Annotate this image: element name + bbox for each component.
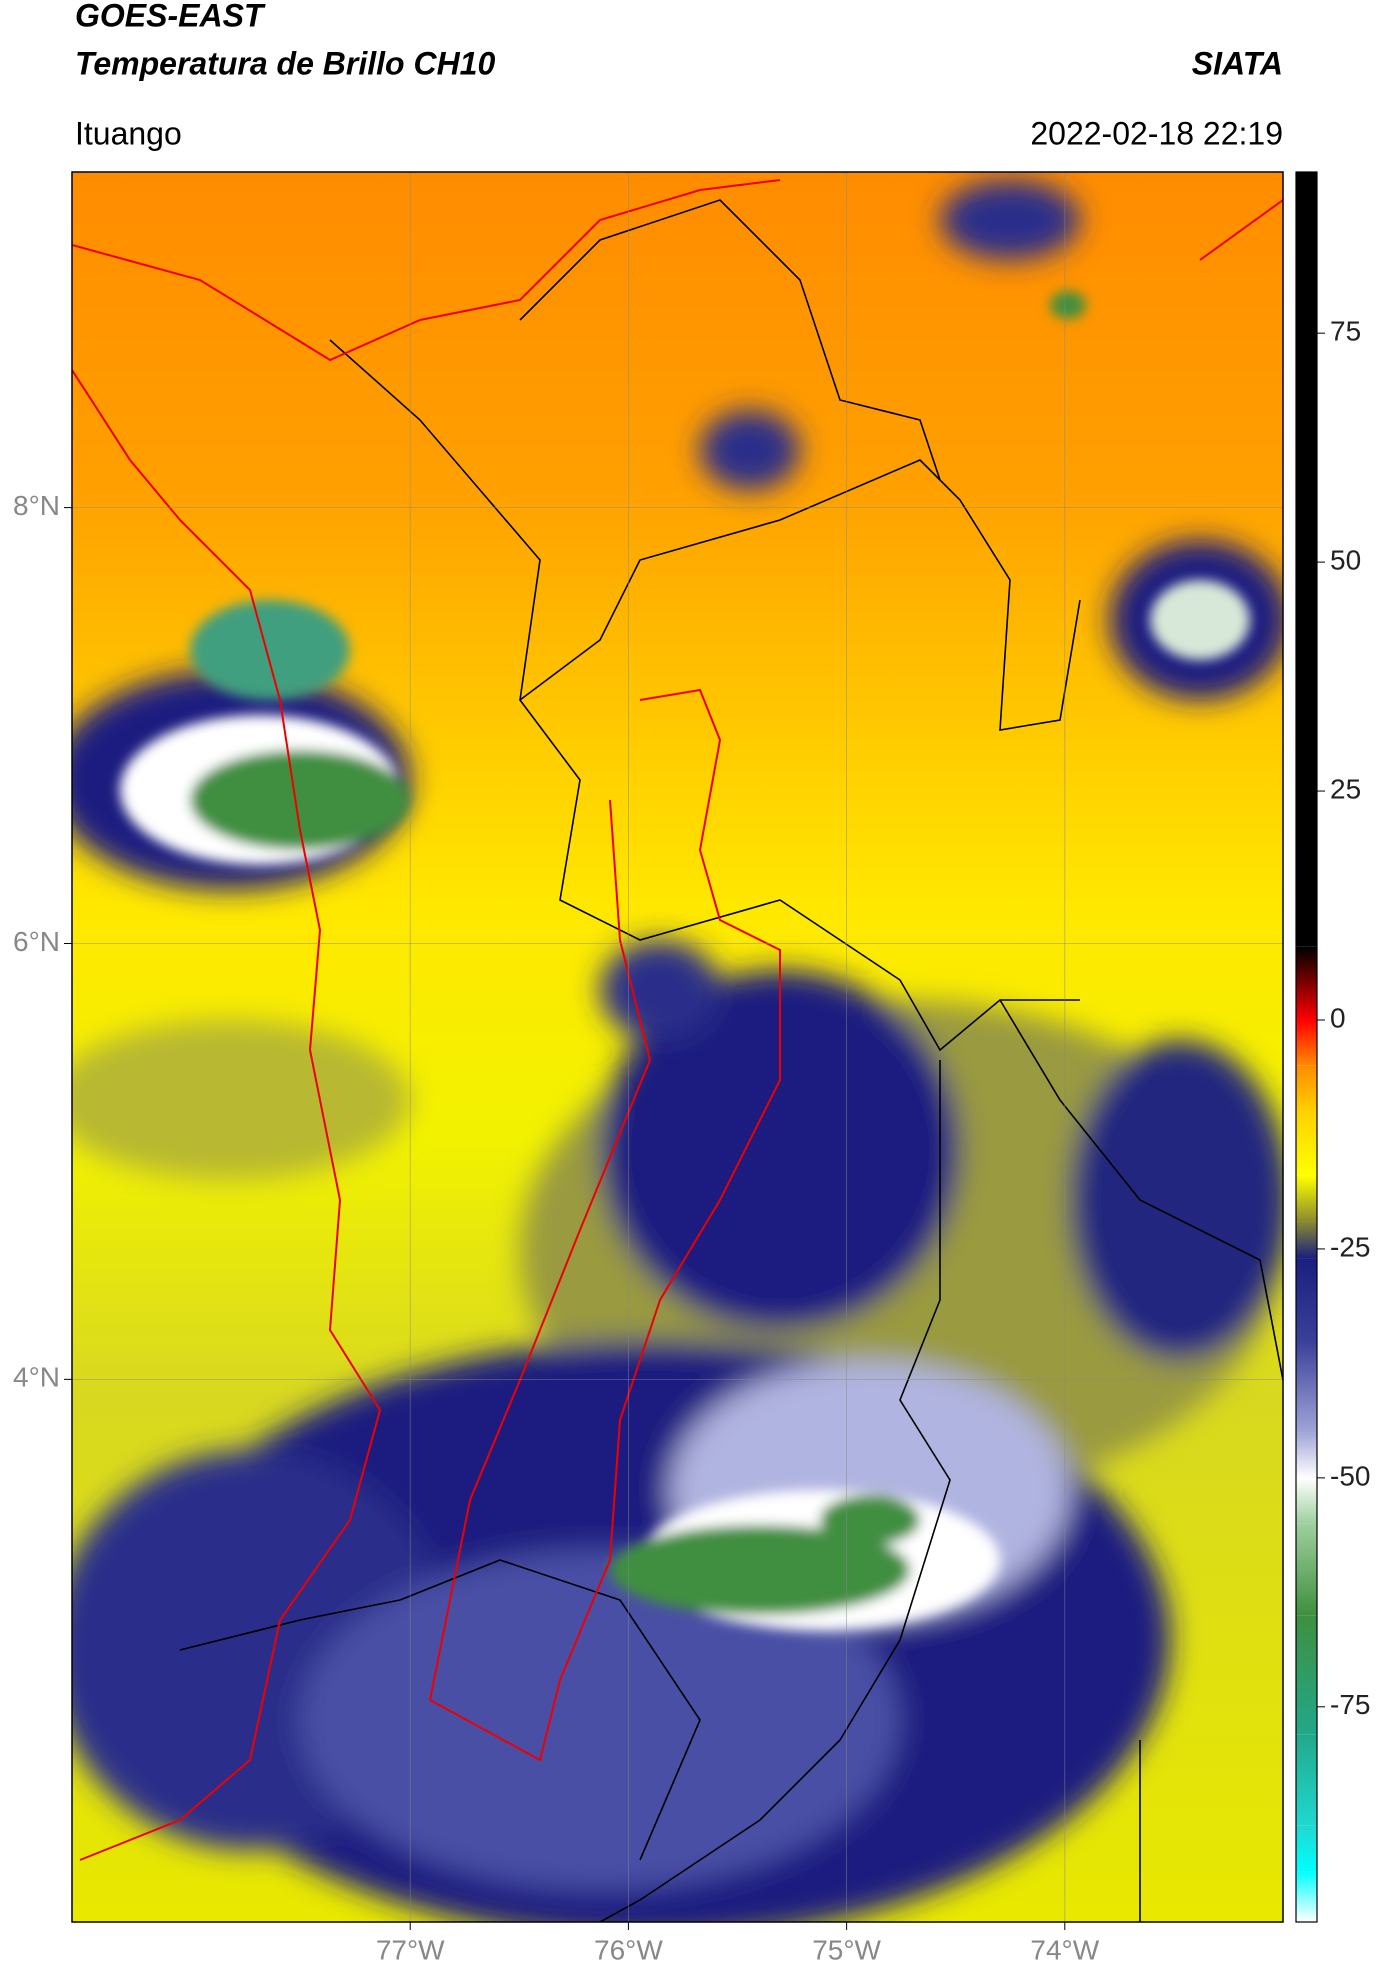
colorbar-label: 25 <box>1330 773 1361 804</box>
colorbar-frame <box>1295 171 1318 1923</box>
lat-label: 8°N <box>13 490 60 521</box>
colorbar-segment <box>1296 1432 1317 1478</box>
source: SIATA <box>1192 45 1283 81</box>
datetime: 2022-02-18 22:19 <box>1030 115 1283 151</box>
colorbar-label: 50 <box>1330 545 1361 576</box>
colorbar-label: 75 <box>1330 316 1361 347</box>
lon-label: 75°W <box>812 1934 881 1965</box>
colorbar-segment <box>1296 1615 1317 1735</box>
colorbar-segment <box>1296 1825 1317 1872</box>
lon-label: 74°W <box>1030 1934 1099 1965</box>
lon-label: 76°W <box>594 1934 663 1965</box>
colorbar-segment <box>1296 1340 1317 1433</box>
lon-label: 77°W <box>376 1934 445 1965</box>
colorbar-segment <box>1296 172 1317 947</box>
map-frame <box>71 171 1284 1923</box>
colorbar-segment <box>1296 1065 1317 1112</box>
colorbar-segment <box>1296 1019 1317 1066</box>
colorbar-segment <box>1296 1111 1317 1176</box>
colorbar-segment <box>1296 1175 1317 1222</box>
subtitle: Temperatura de Brillo CH10 <box>75 45 495 81</box>
colorbar-label: 0 <box>1330 1002 1346 1033</box>
lat-label: 4°N <box>13 1362 60 1393</box>
colorbar-segment <box>1296 1523 1317 1616</box>
location: Ituango <box>75 115 182 151</box>
colorbar-segment <box>1296 946 1317 1020</box>
colorbar-label: -50 <box>1330 1460 1370 1491</box>
colorbar-segment <box>1296 1477 1317 1524</box>
colorbar-segment <box>1296 1221 1317 1259</box>
colorbar-segment <box>1296 1871 1317 1922</box>
title: GOES-EAST <box>75 0 266 33</box>
colorbar-segment <box>1296 1734 1317 1826</box>
colorbar-segment <box>1296 1258 1317 1341</box>
lat-label: 6°N <box>13 926 60 957</box>
colorbar-label: -75 <box>1330 1689 1370 1720</box>
satellite-image <box>72 172 1283 1922</box>
colorbar-label: -25 <box>1330 1231 1370 1262</box>
